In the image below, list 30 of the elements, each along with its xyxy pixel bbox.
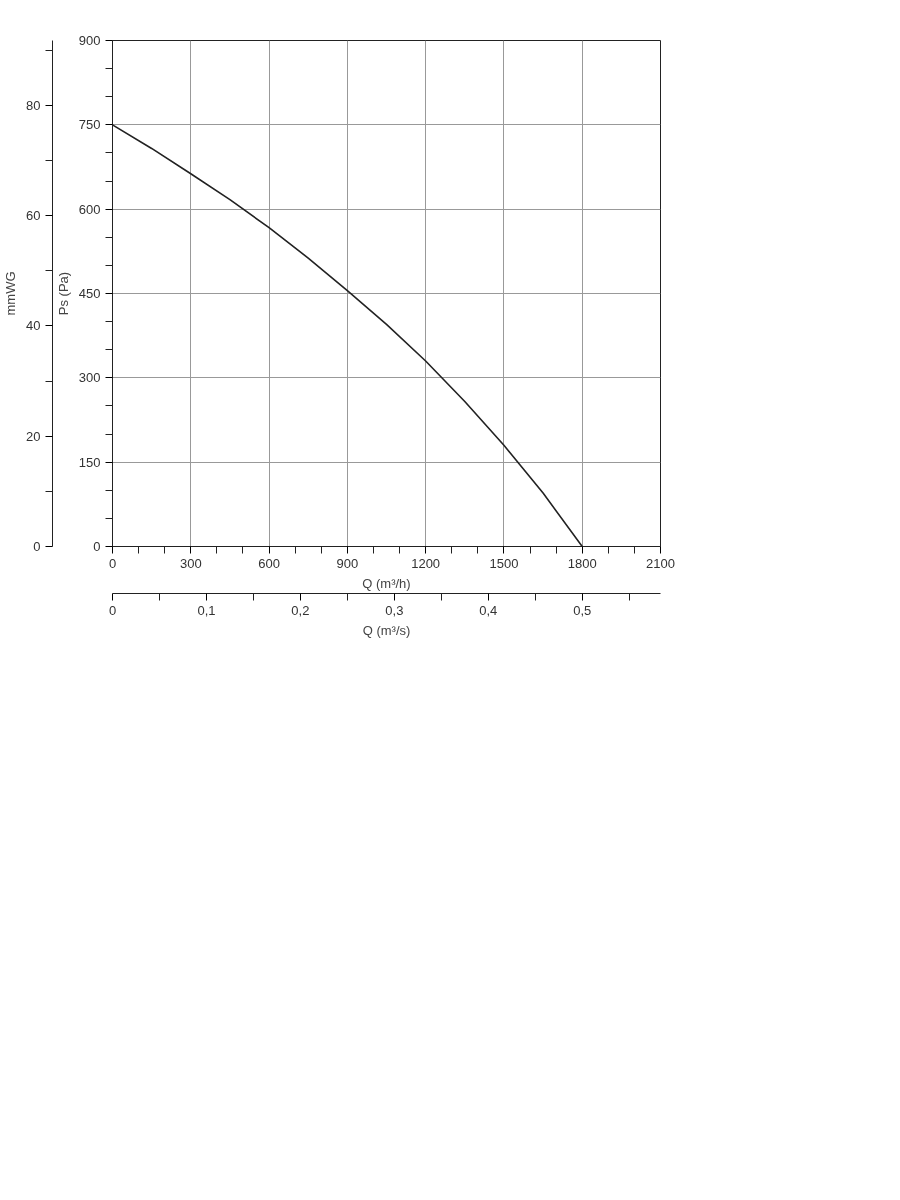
- y2-tick-label: 60: [26, 208, 41, 224]
- x2-tick-label: 0,1: [197, 602, 216, 618]
- x-axis-title: Q (m³/h): [362, 575, 411, 591]
- x2-tick-label: 0,2: [291, 602, 310, 618]
- y-tick-label: 600: [78, 201, 101, 217]
- x-tick-label: 600: [258, 555, 280, 571]
- x2-tick-label: 0,3: [385, 602, 404, 618]
- y-tick-label: 450: [78, 286, 101, 301]
- x-tick-label: 1500: [489, 555, 519, 571]
- x-tick-label: 1800: [567, 555, 597, 571]
- x2-tick-label: 0,4: [479, 602, 498, 618]
- x2-axis-title: Q (m³/s): [362, 622, 411, 638]
- x-tick-label: 300: [179, 555, 202, 571]
- y2-axis-title: mmWG: [3, 271, 19, 316]
- y-tick-label: 0: [93, 539, 101, 554]
- y2-tick-label: 80: [26, 97, 41, 113]
- y-tick-label: 150: [78, 454, 101, 470]
- x2-tick-label: 0: [108, 602, 117, 618]
- x-tick-label: 900: [336, 555, 359, 571]
- y-tick-label: 900: [78, 33, 101, 48]
- x-tick-label: 2100: [646, 555, 675, 571]
- y2-tick-label: 40: [26, 318, 41, 334]
- y2-tick-label: 0: [33, 539, 41, 554]
- x2-tick-label: 0,5: [573, 602, 592, 618]
- y-tick-label: 300: [78, 370, 101, 386]
- x-tick-label: 1200: [411, 555, 441, 571]
- y-tick-label: 750: [78, 117, 101, 133]
- y-axis-title: Ps (Pa): [55, 271, 71, 316]
- x-tick-label: 0: [108, 555, 117, 571]
- y2-tick-label: 20: [26, 428, 41, 444]
